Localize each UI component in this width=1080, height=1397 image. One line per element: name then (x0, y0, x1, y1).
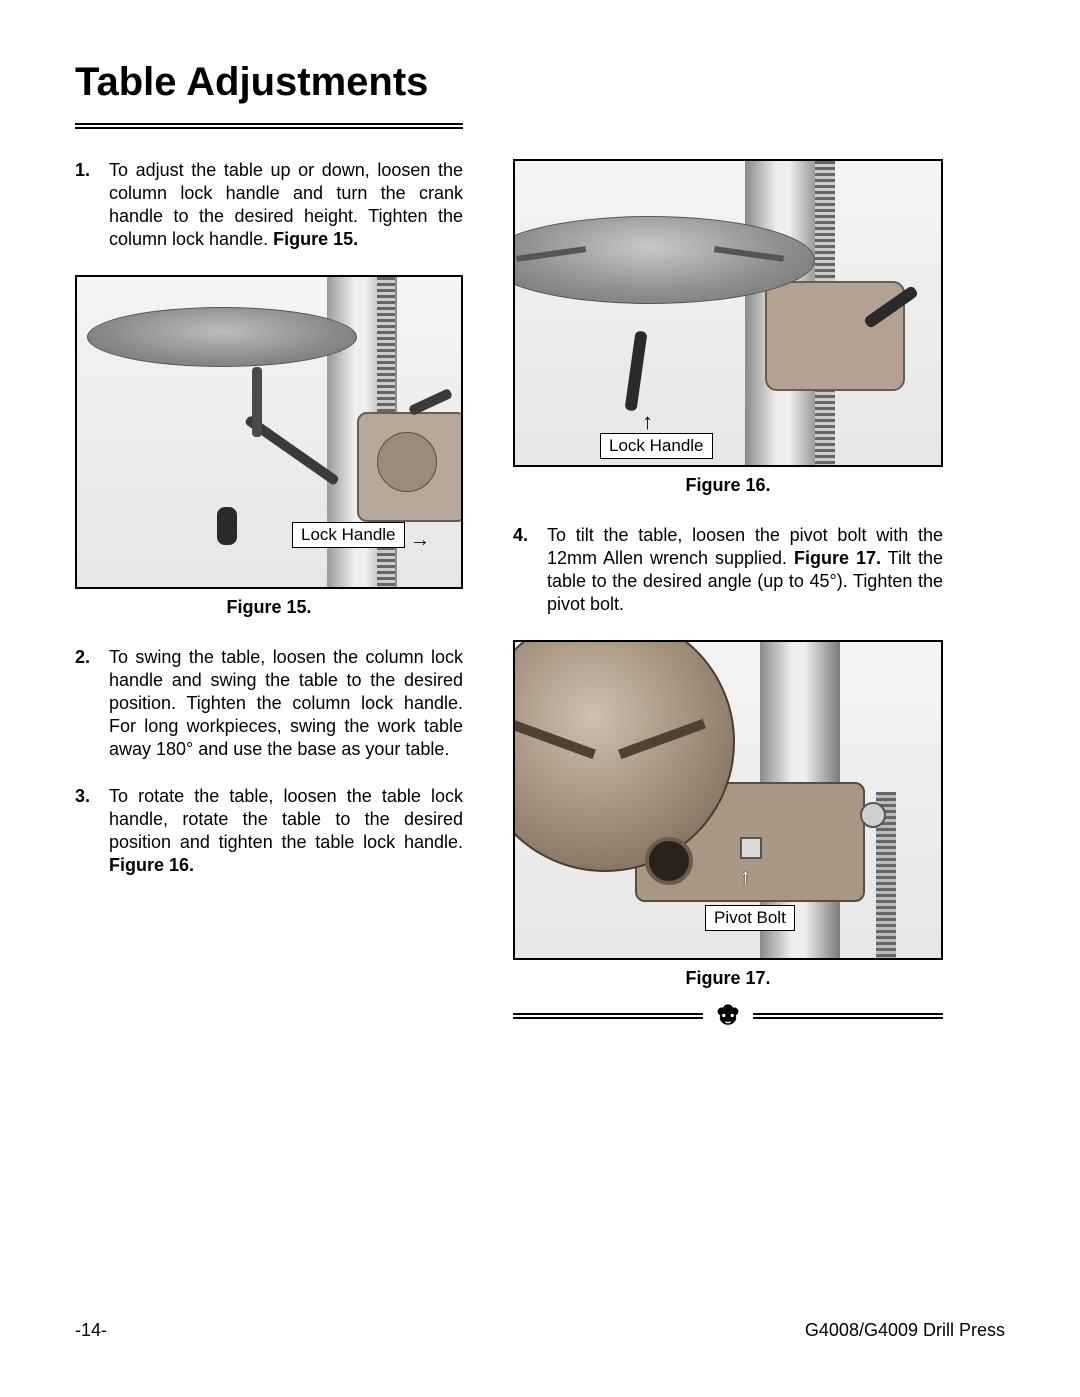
step-1: 1. To adjust the table up or down, loose… (75, 159, 463, 251)
page-title: Table Adjustments (75, 60, 1005, 105)
table-slot (618, 719, 706, 759)
step-number: 1. (75, 159, 109, 251)
adjust-knob (860, 802, 886, 828)
callout-arrow-icon: ↑ (642, 409, 653, 435)
figure-16-image: ↑ Lock Handle (513, 159, 943, 467)
page-footer: -14- G4008/G4009 Drill Press (75, 1320, 1005, 1341)
crank-hub (377, 432, 437, 492)
pivot-bolt (740, 837, 762, 859)
title-rule (75, 123, 463, 129)
left-column: 1. To adjust the table up or down, loose… (75, 159, 463, 1035)
table-slot (513, 719, 596, 759)
figure-17-caption: Figure 17. (513, 968, 943, 989)
manual-page: Table Adjustments 1. To adjust the table… (0, 0, 1080, 1397)
callout-arrow-icon: → (410, 529, 430, 552)
rule-left (513, 1013, 703, 1019)
section-end-rule (513, 1001, 943, 1035)
two-column-layout: 1. To adjust the table up or down, loose… (75, 159, 1005, 1035)
document-id: G4008/G4009 Drill Press (805, 1320, 1005, 1341)
table-bracket (765, 281, 905, 391)
step-text: To tilt the table, loosen the pivot bolt… (547, 524, 943, 616)
callout-label: Pivot Bolt (705, 905, 795, 931)
step-number: 2. (75, 646, 109, 761)
bracket-bore (645, 837, 693, 885)
step-3: 3. To rotate the table, loosen the table… (75, 785, 463, 877)
page-number: -14- (75, 1320, 107, 1341)
callout-arrow-icon: ↑ (740, 864, 751, 890)
step-text: To adjust the table up or down, loosen t… (109, 159, 463, 251)
rule-right (753, 1013, 943, 1019)
figure-reference: Figure 16. (109, 855, 194, 875)
figure-16-caption: Figure 16. (513, 475, 943, 496)
crank-knob (217, 507, 237, 545)
lock-handle-vertical (624, 331, 647, 412)
step-text: To rotate the table, loosen the table lo… (109, 785, 463, 877)
figure-15-caption: Figure 15. (75, 597, 463, 618)
step-number: 4. (513, 524, 547, 616)
callout-label: Lock Handle (292, 522, 405, 548)
figure-reference: Figure 15. (273, 229, 358, 249)
step-number: 3. (75, 785, 109, 877)
figure-15-image: Lock Handle → (75, 275, 463, 589)
figure-17-image: ↑ Pivot Bolt (513, 640, 943, 960)
step-4: 4. To tilt the table, loosen the pivot b… (513, 524, 943, 616)
lock-handle-vertical (252, 367, 262, 437)
right-column: ↑ Lock Handle Figure 16. 4. To tilt the … (513, 159, 943, 1035)
figure-reference: Figure 17. (794, 548, 881, 568)
callout-label: Lock Handle (600, 433, 713, 459)
step-3-text: To rotate the table, loosen the table lo… (109, 786, 463, 852)
drill-table (87, 307, 357, 367)
bear-logo-icon (711, 1001, 745, 1035)
step-2: 2. To swing the table, loosen the column… (75, 646, 463, 761)
step-2-text: To swing the table, loosen the column lo… (109, 646, 463, 761)
